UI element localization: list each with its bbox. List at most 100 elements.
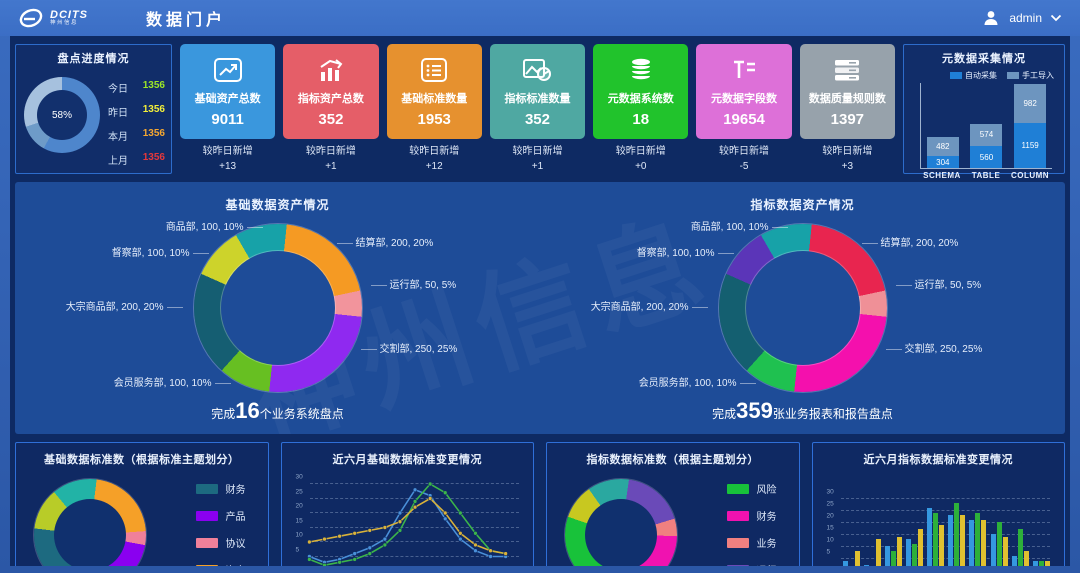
kpi-card[interactable]: 基础资产总数 9011 <box>180 44 276 139</box>
legend-swatch <box>950 72 962 79</box>
donut-label: 运行部, 50, 5% <box>893 276 981 291</box>
legend-item[interactable]: 财务 <box>726 508 777 523</box>
inventory-stats: 今日 1356 昨日 1356 本月 1356 上月 1356 <box>108 80 165 176</box>
gridline <box>309 483 519 484</box>
legend-item[interactable]: 运行 <box>726 562 777 566</box>
basic-standard-line-chart[interactable]: 30 25 20 15 10 5 <box>296 474 522 566</box>
basic-asset-chart: 基础数据资产情况 完成16个业务系统盘点 商品部, 100, 10% 结算部, 2… <box>15 182 540 434</box>
legend-label: 财务 <box>756 512 777 523</box>
legend-item[interactable]: 产品 <box>195 508 246 523</box>
kpi-cards-strip: 基础资产总数 9011 较昨日新增 +13 指标资产总数 352 较昨日新增 +1 基础标准数量… <box>180 44 895 174</box>
data-point <box>412 499 417 504</box>
metric-standard-donut[interactable] <box>565 479 677 566</box>
legend-swatch <box>726 564 749 566</box>
kpi-card[interactable]: 指标标准数量 352 <box>489 44 586 139</box>
legend-swatch <box>195 564 218 566</box>
progress-stat: 本月 1356 <box>108 128 165 143</box>
kpi-label: 指标资产总数 <box>297 93 364 105</box>
trend-line-icon <box>213 55 243 85</box>
kpi-label: 元数据系统数 <box>607 93 674 105</box>
axis-tick-label: 10 <box>826 536 834 544</box>
stat-label: 昨日 <box>108 108 128 119</box>
kpi-card[interactable]: 元数据字段数 19654 <box>696 44 792 139</box>
footer-number: 359 <box>736 398 773 423</box>
kpi-value: 19654 <box>723 111 765 128</box>
bar-blue <box>1011 555 1017 566</box>
kpi-delta: 较昨日新增 +12 <box>387 145 482 174</box>
bar-category-label: SCHEMA <box>923 171 961 180</box>
chevron-down-icon[interactable] <box>1050 14 1062 22</box>
bar-yellow <box>1044 560 1050 566</box>
bar-group <box>948 503 966 566</box>
data-point <box>367 545 372 551</box>
kpi-value: 352 <box>318 111 344 128</box>
legend-item[interactable]: 协议 <box>195 535 246 550</box>
metric-standard-bar-chart[interactable]: 30 25 20 15 10 5 <box>827 475 1053 566</box>
panel-title: 基础数据标准数（根据标准主题划分） <box>44 454 240 466</box>
database-icon <box>627 55 655 85</box>
bar-yellow <box>939 524 945 566</box>
stat-value: 1356 <box>142 152 165 163</box>
bar-green <box>954 503 960 566</box>
bar-segment: 482 <box>926 137 959 157</box>
legend-item[interactable]: 自动采集 <box>950 70 997 81</box>
axis-tick-label: 5 <box>826 548 831 556</box>
inventory-progress-donut[interactable]: 58% <box>24 77 100 153</box>
basic-standard-donut[interactable] <box>34 479 146 566</box>
bar-green <box>1038 560 1044 566</box>
bar-growth-icon <box>316 55 346 85</box>
data-point <box>457 510 463 516</box>
bar-group <box>990 522 1008 566</box>
data-point <box>457 536 463 542</box>
stacked-bar[interactable]: 482 304 <box>926 137 959 168</box>
delta-label: 较昨日新增 <box>822 146 873 157</box>
bar-blue <box>1032 560 1038 566</box>
image-chart-icon <box>522 55 552 85</box>
delta-value: +13 <box>219 160 237 172</box>
bar-group <box>1032 560 1050 566</box>
bar-segment: 574 <box>970 123 1003 147</box>
delta-value: +1 <box>325 160 337 172</box>
bar-segment: 982 <box>1014 84 1047 123</box>
metric-asset-donut[interactable] <box>718 224 887 392</box>
legend-label: 产品 <box>225 512 246 523</box>
stacked-bar[interactable]: 574 560 <box>970 123 1003 168</box>
kpi-card-column: 指标标准数量 352 较昨日新增 +1 <box>489 44 586 174</box>
data-point <box>382 525 387 530</box>
metadata-collection-panel: 元数据采集情况 自动采集 手工导入 482 304 574 560 982 1159 SCH… <box>903 44 1065 180</box>
data-point <box>321 562 327 566</box>
stat-label: 本月 <box>108 132 128 143</box>
bar-blue <box>863 565 869 566</box>
basic-asset-donut[interactable] <box>193 224 362 392</box>
server-icon <box>832 55 862 85</box>
gridline <box>840 522 1050 523</box>
data-point <box>351 551 357 556</box>
kpi-card[interactable]: 元数据系统数 18 <box>593 44 689 139</box>
stacked-bar[interactable]: 982 1159 <box>1014 84 1047 168</box>
kpi-card[interactable]: 基础标准数量 1953 <box>386 44 482 139</box>
delta-label: 较昨日新增 <box>409 146 460 157</box>
bar-group <box>863 539 881 566</box>
collection-stacked-bar-chart[interactable]: 482 304 574 560 982 1159 <box>920 83 1052 169</box>
kpi-card[interactable]: 数据质量规则数 1397 <box>799 44 895 139</box>
user-menu[interactable]: admin <box>981 8 1062 28</box>
bar-green <box>890 551 896 566</box>
donut-label: 商品部, 100, 10% <box>166 218 266 233</box>
bar-yellow <box>854 551 860 566</box>
legend-swatch <box>195 510 218 521</box>
legend-item[interactable]: 风险 <box>726 481 777 496</box>
kpi-label: 基础资产总数 <box>194 93 261 105</box>
footer-suffix: 张业务报表和报告盘点 <box>772 407 893 421</box>
kpi-value: 1953 <box>417 111 451 128</box>
legend-item[interactable]: 财务 <box>195 481 246 496</box>
legend-item[interactable]: 资产 <box>195 562 246 566</box>
delta-label: 较昨日新增 <box>305 146 356 157</box>
data-point <box>487 554 493 559</box>
user-avatar-icon[interactable] <box>981 8 1001 28</box>
username-label[interactable]: admin <box>1009 11 1042 25</box>
kpi-card[interactable]: 指标资产总数 352 <box>283 44 379 139</box>
legend-item[interactable]: 手工导入 <box>1007 70 1054 81</box>
legend-item[interactable]: 业务 <box>726 535 777 550</box>
bar-group <box>1011 529 1029 566</box>
bar-yellow <box>981 519 987 566</box>
